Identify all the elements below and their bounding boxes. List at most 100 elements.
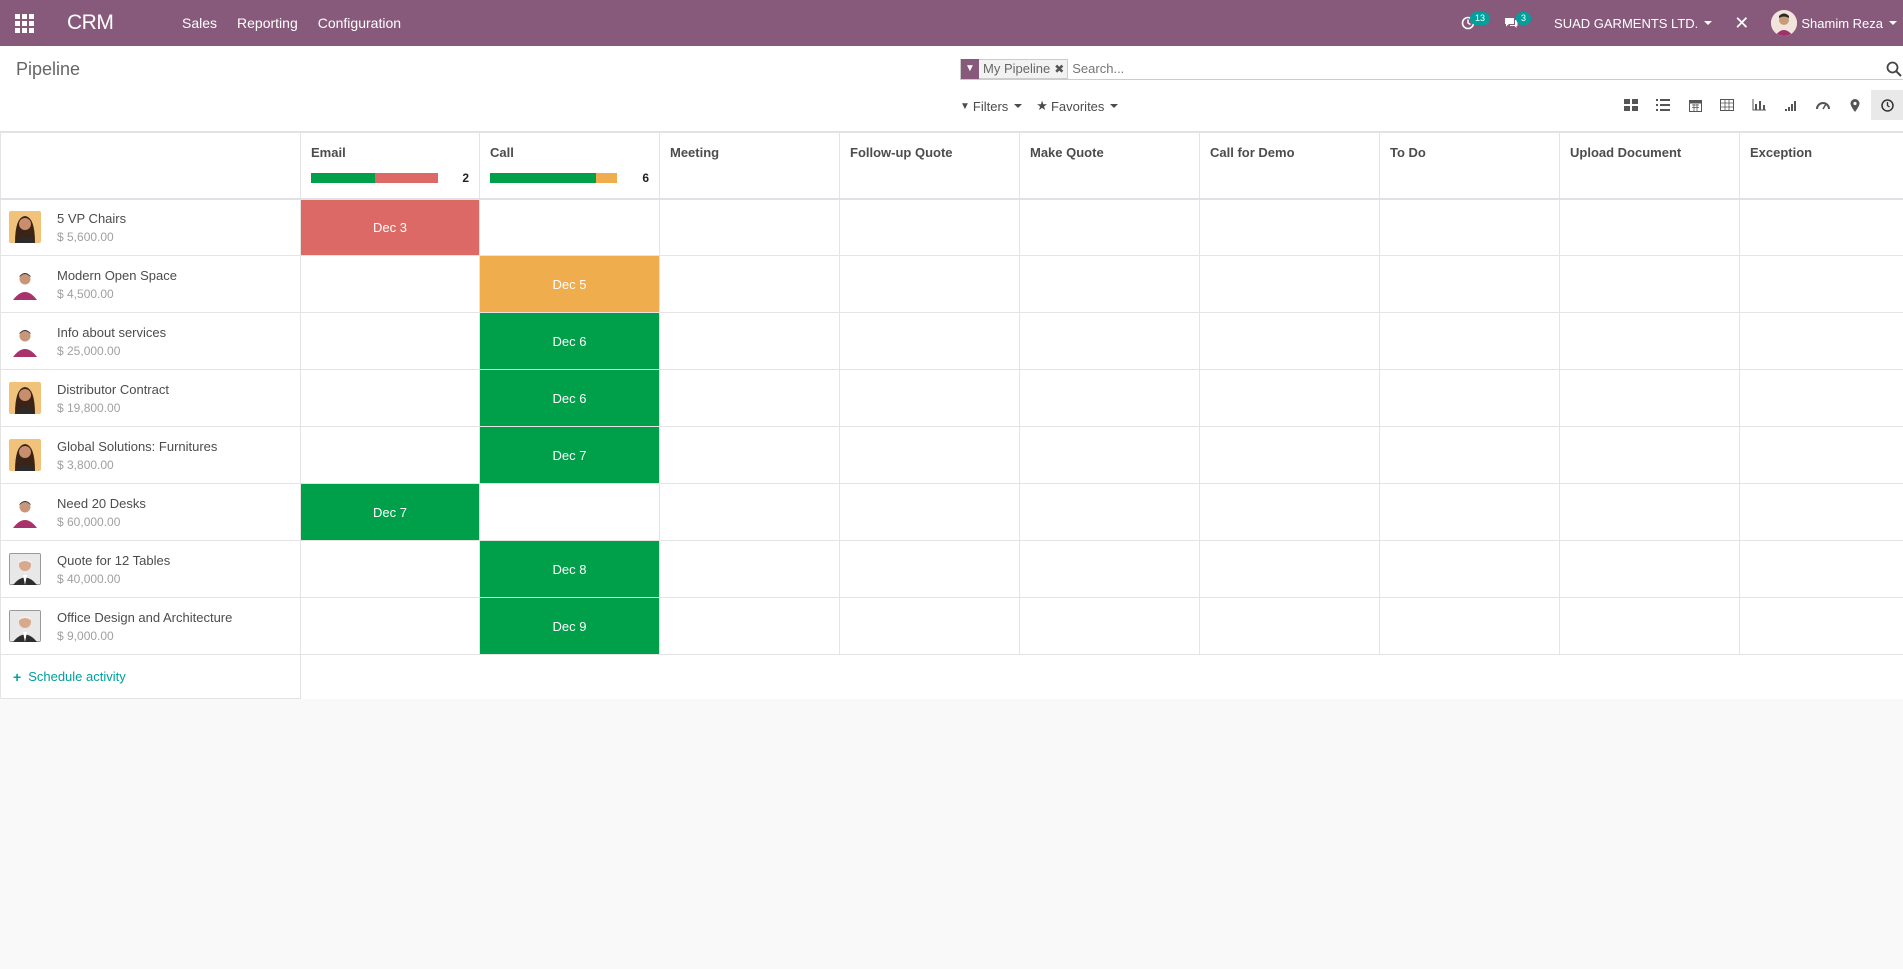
activity-cell[interactable] xyxy=(1019,597,1200,655)
progress-bar[interactable] xyxy=(311,173,438,183)
activity-cell[interactable] xyxy=(1739,369,1903,427)
activity-cell[interactable] xyxy=(300,369,480,427)
activity-cell[interactable] xyxy=(1379,426,1560,484)
activity-cell[interactable] xyxy=(1019,426,1200,484)
progress-segment[interactable] xyxy=(595,173,617,183)
graph-view-button[interactable] xyxy=(1743,90,1775,120)
activity-cell[interactable] xyxy=(1199,312,1380,370)
activity-cell[interactable] xyxy=(479,198,660,256)
activity-cell[interactable] xyxy=(1199,540,1380,598)
activity-cell[interactable] xyxy=(1559,597,1740,655)
record-cell[interactable]: Quote for 12 Tables $ 40,000.00 xyxy=(0,540,301,598)
activity-cell[interactable] xyxy=(839,369,1020,427)
activity-cell[interactable] xyxy=(839,483,1020,541)
activity-cell[interactable] xyxy=(1559,312,1740,370)
activity-cell[interactable] xyxy=(839,312,1020,370)
activity-cell[interactable] xyxy=(659,426,840,484)
record-cell[interactable]: Global Solutions: Furnitures $ 3,800.00 xyxy=(0,426,301,484)
calendar-view-button[interactable] xyxy=(1679,90,1711,120)
map-view-button[interactable] xyxy=(1839,90,1871,120)
messages-button[interactable]: 3 xyxy=(1492,0,1532,46)
progress-segment[interactable] xyxy=(311,173,375,183)
activity-cell[interactable] xyxy=(1019,369,1200,427)
activity-cell[interactable]: Dec 7 xyxy=(300,483,480,541)
apps-menu-icon[interactable] xyxy=(0,0,48,46)
activity-cell[interactable] xyxy=(659,369,840,427)
activity-cell[interactable] xyxy=(1379,255,1560,313)
filters-dropdown[interactable]: ▼ Filters xyxy=(960,98,1023,114)
progress-segment[interactable] xyxy=(490,173,596,183)
activity-cell[interactable]: Dec 6 xyxy=(479,312,660,370)
activity-cell[interactable] xyxy=(300,426,480,484)
activity-cell[interactable] xyxy=(1019,255,1200,313)
activity-cell[interactable] xyxy=(1559,255,1740,313)
activities-button[interactable]: 13 xyxy=(1450,0,1491,46)
record-cell[interactable]: Distributor Contract $ 19,800.00 xyxy=(0,369,301,427)
activity-cell[interactable] xyxy=(1379,540,1560,598)
activity-cell[interactable] xyxy=(659,198,840,256)
activity-cell[interactable] xyxy=(1019,198,1200,256)
activity-cell[interactable] xyxy=(659,540,840,598)
activity-cell[interactable] xyxy=(1019,483,1200,541)
activity-cell[interactable]: Dec 5 xyxy=(479,255,660,313)
activity-cell[interactable] xyxy=(839,255,1020,313)
search-icon[interactable] xyxy=(1885,60,1903,78)
record-cell[interactable]: Office Design and Architecture $ 9,000.00 xyxy=(0,597,301,655)
activity-cell[interactable] xyxy=(1739,255,1903,313)
activity-cell[interactable] xyxy=(1379,369,1560,427)
record[interactable]: Global Solutions: Furnitures $ 3,800.00 xyxy=(9,439,292,472)
app-name[interactable]: CRM xyxy=(67,11,114,34)
menu-item-configuration[interactable]: Configuration xyxy=(317,15,402,31)
favorites-dropdown[interactable]: ★ Favorites xyxy=(1036,98,1119,114)
record[interactable]: Distributor Contract $ 19,800.00 xyxy=(9,382,292,415)
activity-cell[interactable] xyxy=(1199,597,1380,655)
activity-cell[interactable] xyxy=(1739,426,1903,484)
activity-cell[interactable] xyxy=(300,312,480,370)
activity-cell[interactable] xyxy=(1559,369,1740,427)
activity-cell[interactable] xyxy=(1019,540,1200,598)
cohort-view-button[interactable] xyxy=(1775,90,1807,120)
activity-cell[interactable] xyxy=(1559,483,1740,541)
record[interactable]: Info about services $ 25,000.00 xyxy=(9,325,292,358)
activity-cell[interactable] xyxy=(1739,198,1903,256)
activity-cell[interactable] xyxy=(1199,369,1380,427)
activity-cell[interactable] xyxy=(1739,483,1903,541)
activity-cell[interactable] xyxy=(1739,597,1903,655)
company-switcher[interactable]: SUAD GARMENTS LTD. xyxy=(1544,0,1722,46)
activity-cell[interactable] xyxy=(1379,312,1560,370)
activity-cell[interactable] xyxy=(659,255,840,313)
list-view-button[interactable] xyxy=(1647,90,1679,120)
activity-cell[interactable] xyxy=(1199,483,1380,541)
facet-remove-icon[interactable]: ✖ xyxy=(1054,61,1065,76)
pivot-view-button[interactable] xyxy=(1711,90,1743,120)
activity-cell[interactable] xyxy=(300,597,480,655)
activity-cell[interactable] xyxy=(1379,597,1560,655)
progress-segment[interactable] xyxy=(374,173,438,183)
activity-cell[interactable] xyxy=(1559,540,1740,598)
kanban-view-button[interactable] xyxy=(1615,90,1647,120)
activity-cell[interactable] xyxy=(479,483,660,541)
close-icon[interactable]: ✕ xyxy=(1734,12,1750,33)
activity-cell[interactable] xyxy=(1379,483,1560,541)
record[interactable]: Office Design and Architecture $ 9,000.00 xyxy=(9,610,292,643)
record[interactable]: Modern Open Space $ 4,500.00 xyxy=(9,268,292,301)
dashboard-view-button[interactable] xyxy=(1807,90,1839,120)
activity-cell[interactable] xyxy=(659,312,840,370)
activity-cell[interactable] xyxy=(1739,540,1903,598)
search-input[interactable] xyxy=(1072,61,1903,76)
activity-cell[interactable] xyxy=(300,255,480,313)
record-cell[interactable]: Info about services $ 25,000.00 xyxy=(0,312,301,370)
record[interactable]: Quote for 12 Tables $ 40,000.00 xyxy=(9,553,292,586)
record-cell[interactable]: Modern Open Space $ 4,500.00 xyxy=(0,255,301,313)
activity-cell[interactable]: Dec 3 xyxy=(300,198,480,256)
activity-cell[interactable] xyxy=(659,483,840,541)
activity-cell[interactable] xyxy=(839,597,1020,655)
activity-cell[interactable] xyxy=(1199,255,1380,313)
activity-cell[interactable] xyxy=(1559,198,1740,256)
activity-cell[interactable] xyxy=(659,597,840,655)
menu-item-sales[interactable]: Sales xyxy=(182,15,218,31)
activity-cell[interactable] xyxy=(839,540,1020,598)
activity-cell[interactable] xyxy=(1739,312,1903,370)
activity-cell[interactable] xyxy=(300,540,480,598)
activity-cell[interactable] xyxy=(1559,426,1740,484)
